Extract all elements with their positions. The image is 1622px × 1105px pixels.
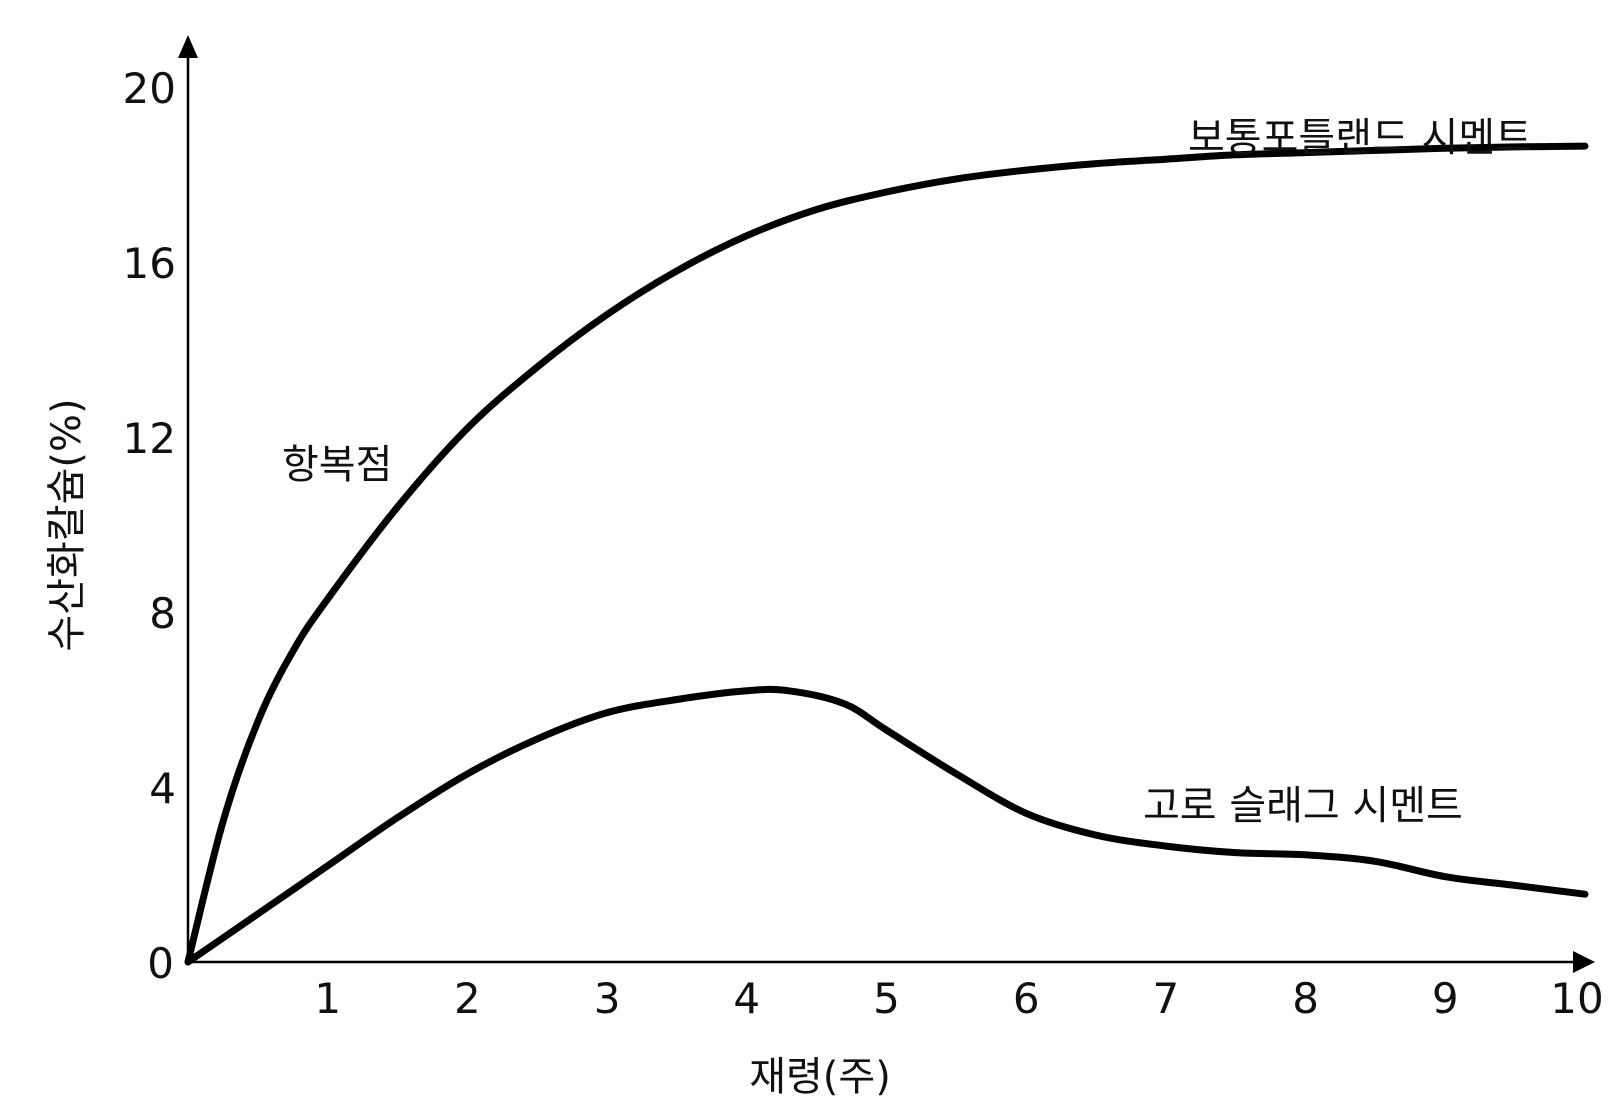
y-tick-label: 0 xyxy=(147,939,174,988)
y-tick-label: 4 xyxy=(149,764,176,813)
x-tick-label: 4 xyxy=(733,974,760,1023)
y-tick-label: 12 xyxy=(123,414,176,463)
series-label-slag-cement: 고로 슬래그 시멘트 xyxy=(1143,783,1463,829)
slag-cement-line xyxy=(184,685,1589,966)
y-tick-label: 8 xyxy=(149,589,176,638)
x-tick-label: 10 xyxy=(1550,974,1603,1023)
axes xyxy=(178,35,1595,973)
y-tick-labels: 0 4 8 12 16 20 xyxy=(123,64,176,988)
x-tick-labels: 1 2 3 4 5 6 7 8 9 10 xyxy=(314,974,1603,1023)
x-tick-label: 1 xyxy=(314,974,341,1023)
x-tick-label: 9 xyxy=(1432,974,1459,1023)
y-axis-title: 수산화칼슘(%) xyxy=(44,398,90,651)
x-tick-label: 8 xyxy=(1292,974,1319,1023)
y-tick-label: 16 xyxy=(123,239,176,288)
x-tick-label: 5 xyxy=(873,974,900,1023)
yield-point-annotation: 항복점 xyxy=(282,442,392,488)
series-label-ordinary-portland: 보통포틀랜드 시멘트 xyxy=(1188,115,1532,161)
x-axis-title: 재령(주) xyxy=(749,1054,891,1100)
x-tick-label: 2 xyxy=(454,974,481,1023)
series-layer xyxy=(184,142,1589,966)
x-tick-label: 6 xyxy=(1013,974,1040,1023)
y-tick-label: 20 xyxy=(123,64,176,113)
ordinary-portland-cement-line xyxy=(184,142,1589,966)
x-axis-arrow-icon xyxy=(1573,951,1595,973)
x-tick-label: 7 xyxy=(1153,974,1180,1023)
y-axis-arrow-icon xyxy=(178,35,198,58)
x-tick-label: 3 xyxy=(594,974,621,1023)
